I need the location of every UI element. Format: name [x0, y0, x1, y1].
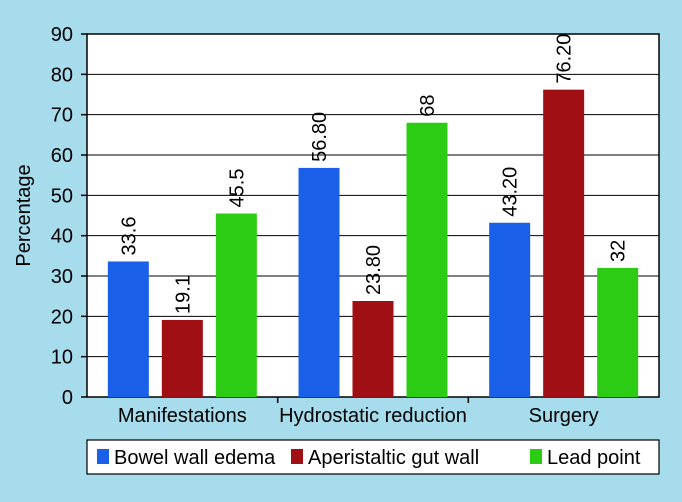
x-tick-label: Surgery — [529, 405, 599, 427]
bar-bowel-wall-edema — [489, 222, 531, 397]
data-label: 32 — [608, 240, 630, 262]
x-tick-label: Manifestations — [118, 405, 247, 427]
y-tick-label: 50 — [51, 185, 73, 207]
y-tick-label: 70 — [51, 105, 73, 127]
bar-bowel-wall-edema — [298, 167, 340, 397]
legend-swatch — [291, 449, 303, 464]
data-label: 56.80 — [309, 112, 331, 162]
data-label: 68 — [417, 94, 439, 116]
data-label: 76.20 — [554, 34, 576, 84]
y-tick-label: 20 — [51, 306, 73, 328]
legend-box — [86, 439, 660, 475]
y-axis-label: Percentage — [13, 164, 35, 266]
legend-label: Bowel wall edema — [114, 447, 276, 469]
x-tick-label: Hydrostatic reduction — [279, 405, 467, 427]
y-tick-label: 40 — [51, 226, 73, 248]
y-tick-label: 90 — [51, 24, 73, 46]
y-tick-label: 10 — [51, 347, 73, 369]
bar-aperistaltic-gut-wall — [161, 319, 203, 397]
data-label: 23.80 — [363, 245, 385, 295]
y-tick-label: 0 — [62, 387, 73, 409]
y-tick-label: 60 — [51, 145, 73, 167]
bar-aperistaltic-gut-wall — [352, 301, 394, 397]
bar-aperistaltic-gut-wall — [543, 89, 585, 397]
data-label: 19.1 — [172, 275, 194, 314]
legend-swatch — [530, 449, 542, 464]
legend-label: Aperistaltic gut wall — [308, 447, 479, 469]
y-tick-label: 80 — [51, 64, 73, 86]
data-label: 43.20 — [500, 167, 522, 217]
bar-lead-point — [215, 213, 257, 397]
data-label: 33.6 — [118, 217, 140, 256]
bar-lead-point — [597, 267, 639, 397]
legend-swatch — [97, 449, 109, 464]
bar-lead-point — [406, 122, 448, 397]
y-tick-label: 30 — [51, 266, 73, 288]
bar-bowel-wall-edema — [107, 261, 149, 397]
legend-label: Lead point — [547, 447, 641, 469]
data-label: 45.5 — [226, 169, 248, 208]
